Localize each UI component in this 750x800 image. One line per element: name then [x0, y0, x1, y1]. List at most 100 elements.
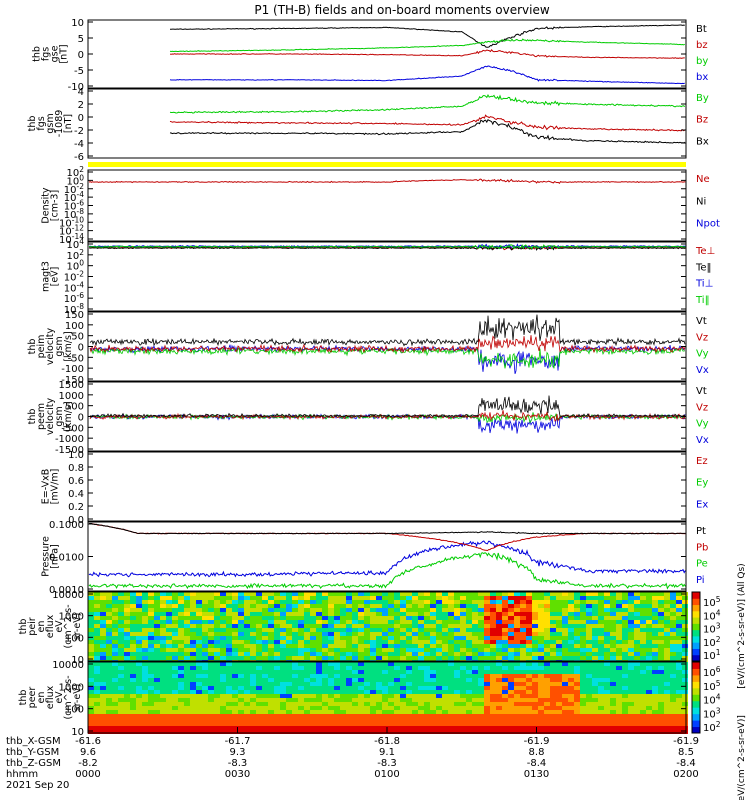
spectrogram-cell: [196, 694, 202, 698]
spectrogram-cell: [652, 652, 658, 656]
spectrogram-cell: [628, 694, 634, 698]
spectrogram-cell: [130, 612, 136, 616]
spectrogram-cell: [556, 678, 562, 682]
spectrogram-cell: [616, 718, 622, 722]
y-axis-label-line: peir: [27, 617, 38, 636]
spectrogram-cell: [532, 604, 538, 608]
spectrogram-cell: [466, 678, 472, 682]
spectrogram-cell: [292, 620, 298, 624]
y-tick-label: 50: [71, 332, 84, 343]
spectrogram-cell: [208, 628, 214, 632]
spectrogram-cell: [310, 592, 316, 596]
spectrogram-cell: [292, 628, 298, 632]
spectrogram-cell: [364, 652, 370, 656]
spectrogram-cell: [478, 604, 484, 608]
spectrogram-cell: [232, 690, 238, 694]
spectrogram-cell: [436, 662, 442, 666]
spectrogram-cell: [406, 604, 412, 608]
spectrogram-cell: [184, 628, 190, 632]
spectrogram-cell: [238, 674, 244, 678]
spectrogram-cell: [160, 648, 166, 652]
spectrogram-cell: [214, 682, 220, 686]
spectrogram-cell: [256, 600, 262, 604]
spectrogram-cell: [628, 710, 634, 714]
spectrogram-cell: [388, 730, 394, 734]
spectrogram-cell: [508, 644, 514, 648]
spectrogram-cell: [586, 608, 592, 612]
spectrogram-cell: [130, 678, 136, 682]
spectrogram-cell: [676, 616, 682, 620]
spectrogram-cell: [406, 648, 412, 652]
spectrogram-cell: [496, 722, 502, 726]
spectrogram-cell: [250, 694, 256, 698]
spectrogram-cell: [682, 652, 688, 656]
spectrogram-cell: [208, 710, 214, 714]
spectrogram-cell: [304, 718, 310, 722]
spectrogram-cell: [568, 698, 574, 702]
spectrogram-cell: [316, 656, 322, 660]
spectrogram-cell: [400, 596, 406, 600]
spectrogram-cell: [124, 656, 130, 660]
spectrogram-cell: [634, 706, 640, 710]
spectrogram-cell: [682, 612, 688, 616]
spectrogram-cell: [580, 706, 586, 710]
spectrogram-cell: [148, 722, 154, 726]
spectrogram-cell: [292, 656, 298, 660]
spectrogram-cell: [622, 686, 628, 690]
spectrogram-cell: [610, 656, 616, 660]
spectrogram-cell: [412, 718, 418, 722]
spectrogram-cell: [136, 718, 142, 722]
spectrogram-cell: [484, 726, 490, 730]
spectrogram-cell: [520, 670, 526, 674]
spectrogram-cell: [274, 686, 280, 690]
spectrogram-cell: [550, 656, 556, 660]
spectrogram-cell: [400, 624, 406, 628]
spectrogram-cell: [292, 730, 298, 734]
spectrogram-cell: [142, 706, 148, 710]
spectrogram-cell: [442, 592, 448, 596]
spectrogram-cell: [178, 666, 184, 670]
spectrogram-cell: [334, 640, 340, 644]
spectrogram-cell: [376, 616, 382, 620]
spectrogram-cell: [100, 652, 106, 656]
y-tick-label: 10: [71, 18, 84, 29]
legend-label-2: Ti⊥: [695, 279, 713, 290]
spectrogram-cell: [358, 690, 364, 694]
spectrogram-cell: [544, 640, 550, 644]
spectrogram-cell: [682, 706, 688, 710]
spectrogram-cell: [658, 682, 664, 686]
spectrogram-cell: [586, 686, 592, 690]
spectrogram-cell: [268, 596, 274, 600]
spectrogram-cell: [262, 612, 268, 616]
spectrogram-cell: [538, 624, 544, 628]
spectrogram-cell: [214, 592, 220, 596]
spectrogram-cell: [526, 596, 532, 600]
spectrogram-cell: [580, 662, 586, 666]
spectrogram-cell: [508, 656, 514, 660]
spectrogram-cell: [274, 632, 280, 636]
spectrogram-cell: [100, 706, 106, 710]
spectrogram-cell: [88, 718, 94, 722]
spectrogram-cell: [382, 682, 388, 686]
spectrogram-cell: [532, 674, 538, 678]
spectrogram-cell: [280, 714, 286, 718]
spectrogram-cell: [286, 722, 292, 726]
spectrogram-cell: [112, 608, 118, 612]
spectrogram-cell: [490, 666, 496, 670]
spectrogram-cell: [214, 640, 220, 644]
spectrogram-cell: [142, 674, 148, 678]
spectrogram-cell: [178, 608, 184, 612]
spectrogram-cell: [514, 624, 520, 628]
spectrogram-cell: [172, 644, 178, 648]
spectrogram-cell: [604, 666, 610, 670]
spectrogram-cell: [490, 694, 496, 698]
spectrogram-cell: [394, 648, 400, 652]
spectrogram-cell: [124, 702, 130, 706]
spectrogram-cell: [238, 706, 244, 710]
spectrogram-cell: [292, 616, 298, 620]
spectrogram-cell: [544, 616, 550, 620]
spectrogram-cell: [400, 694, 406, 698]
spectrogram-cell: [124, 710, 130, 714]
